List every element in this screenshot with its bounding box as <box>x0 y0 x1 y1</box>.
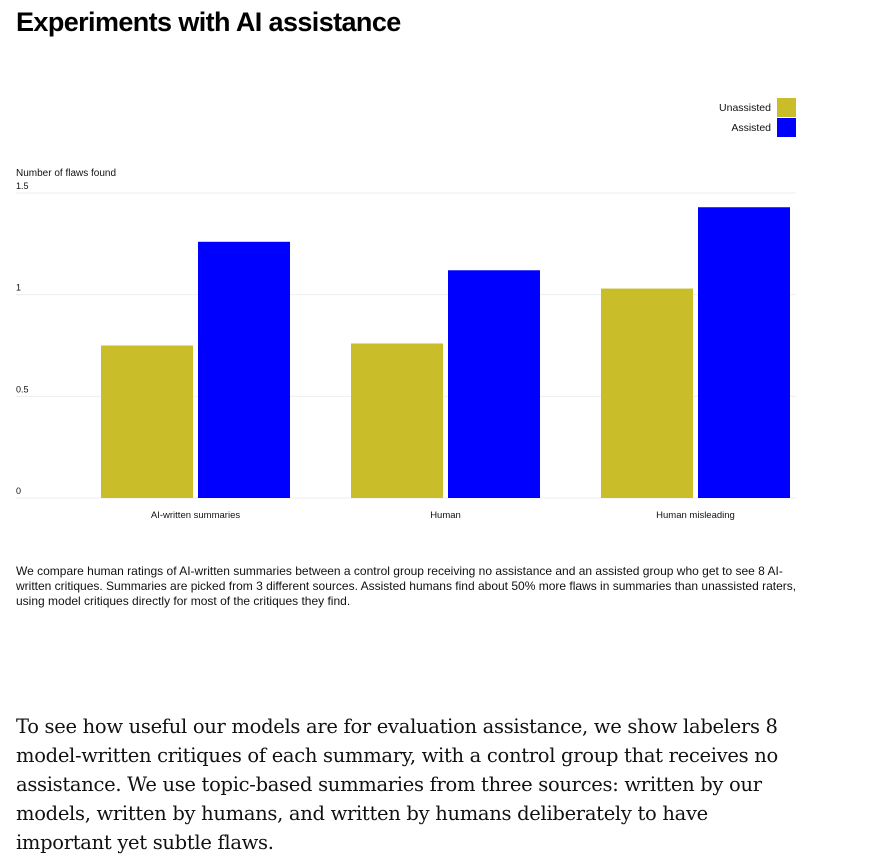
bar-assisted-2 <box>698 207 790 498</box>
legend-label: Assisted <box>731 122 771 134</box>
chart-caption: We compare human ratings of AI-written s… <box>16 564 797 608</box>
bar-unassisted-2 <box>601 288 693 498</box>
legend-swatch-unassisted <box>777 98 796 117</box>
y-tick-label: 1.5 <box>16 181 29 191</box>
body-paragraph: To see how useful our models are for eva… <box>16 714 778 854</box>
x-tick-label: Human <box>430 510 461 521</box>
legend-swatch-assisted <box>777 118 796 137</box>
y-axis-label: Number of flaws found <box>16 168 116 179</box>
y-axis-ticks: 0 0.5 1 1.5 <box>16 181 29 496</box>
x-tick-label: Human misleading <box>656 510 735 521</box>
legend-label: Unassisted <box>719 102 771 114</box>
bar-assisted-0 <box>198 241 290 499</box>
bar-unassisted-0 <box>101 345 193 498</box>
page-title: Experiments with AI assistance <box>16 7 401 37</box>
y-tick-label: 0 <box>16 486 21 496</box>
y-tick-label: 1 <box>16 283 21 293</box>
bar-chart: 0 0.5 1 1.5 Number of flaws found AI-writte… <box>16 98 796 521</box>
bar-assisted-1 <box>448 270 540 498</box>
y-tick-label: 0.5 <box>16 384 29 394</box>
legend: Unassisted Assisted <box>719 98 796 137</box>
bar-unassisted-1 <box>351 343 443 498</box>
x-tick-label: AI-written summaries <box>151 510 240 521</box>
bars <box>101 207 790 499</box>
x-axis-ticks: AI-written summaries Human Human misleadin… <box>151 510 735 521</box>
